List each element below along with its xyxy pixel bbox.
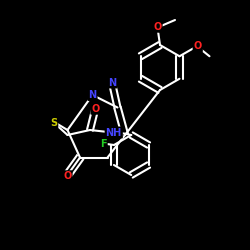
Text: O: O — [64, 171, 72, 181]
Text: O: O — [154, 22, 162, 32]
Text: N: N — [108, 78, 116, 88]
Text: O: O — [92, 104, 100, 114]
Text: S: S — [50, 118, 57, 128]
Text: NH: NH — [106, 128, 122, 138]
Text: F: F — [100, 139, 107, 149]
Text: O: O — [194, 41, 202, 51]
Text: N: N — [88, 90, 96, 100]
